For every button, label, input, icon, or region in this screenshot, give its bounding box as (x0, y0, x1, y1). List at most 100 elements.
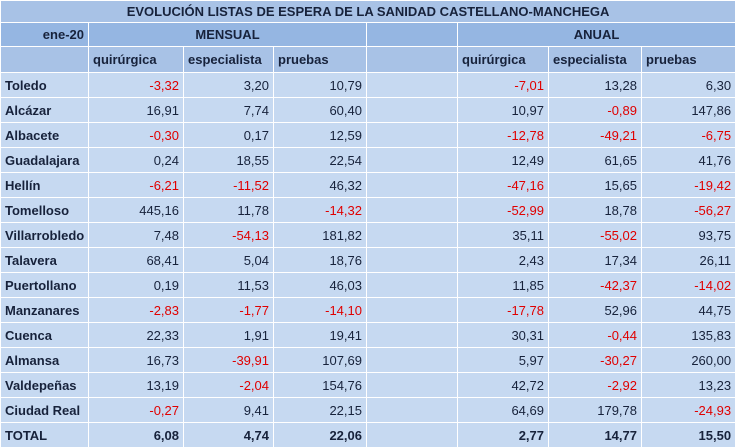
row-name: Almansa (1, 348, 89, 373)
title-row: EVOLUCIÓN LISTAS DE ESPERA DE LA SANIDAD… (1, 1, 735, 23)
row-name: Albacete (1, 123, 89, 148)
empty-cell (367, 148, 458, 173)
anual-value: -56,27 (642, 198, 735, 223)
anual-header: ANUAL (458, 23, 735, 47)
mensual-value: -3,32 (89, 73, 184, 98)
mensual-value: -11,52 (184, 173, 274, 198)
row-name: Guadalajara (1, 148, 89, 173)
anual-value: 13,23 (642, 373, 735, 398)
empty-cell (367, 98, 458, 123)
anual-value: 30,31 (458, 323, 549, 348)
mensual-value: 68,41 (89, 248, 184, 273)
row-name: Villarrobledo (1, 223, 89, 248)
empty-cell (367, 223, 458, 248)
mensual-value: -14,32 (274, 198, 367, 223)
anual-value: 14,77 (549, 423, 642, 448)
mensual-value: 7,74 (184, 98, 274, 123)
anual-value: 11,85 (458, 273, 549, 298)
anual-value: -12,78 (458, 123, 549, 148)
anual-value: -24,93 (642, 398, 735, 423)
mensual-value: 5,04 (184, 248, 274, 273)
row-name: Talavera (1, 248, 89, 273)
anual-value: -47,16 (458, 173, 549, 198)
anual-value: 13,28 (549, 73, 642, 98)
mensual-value: 1,91 (184, 323, 274, 348)
anual-value: 44,75 (642, 298, 735, 323)
empty-cell (367, 298, 458, 323)
anual-value: -2,92 (549, 373, 642, 398)
title: EVOLUCIÓN LISTAS DE ESPERA DE LA SANIDAD… (1, 1, 735, 23)
anual-value: 10,97 (458, 98, 549, 123)
anual-value: -0,89 (549, 98, 642, 123)
mensual-value: 18,76 (274, 248, 367, 273)
anual-value: -17,78 (458, 298, 549, 323)
row-name: Manzanares (1, 298, 89, 323)
anual-value: 61,65 (549, 148, 642, 173)
empty-cell (1, 47, 89, 73)
header-row: ene-20 MENSUAL ANUAL (1, 23, 735, 47)
column-header: quirúrgica (89, 47, 184, 73)
empty-cell (367, 23, 458, 47)
anual-value: 26,11 (642, 248, 735, 273)
mensual-value: 16,73 (89, 348, 184, 373)
row-name: Toledo (1, 73, 89, 98)
empty-cell (367, 198, 458, 223)
empty-cell (367, 273, 458, 298)
anual-value: -30,27 (549, 348, 642, 373)
mensual-value: 46,03 (274, 273, 367, 298)
column-header: especialista (184, 47, 274, 73)
mensual-value: -0,30 (89, 123, 184, 148)
anual-value: 52,96 (549, 298, 642, 323)
mensual-value: 22,06 (274, 423, 367, 448)
row-name: Puertollano (1, 273, 89, 298)
anual-value: 6,30 (642, 73, 735, 98)
mensual-value: 16,91 (89, 98, 184, 123)
mensual-value: 11,53 (184, 273, 274, 298)
mensual-value: 7,48 (89, 223, 184, 248)
mensual-value: -2,04 (184, 373, 274, 398)
mensual-value: 19,41 (274, 323, 367, 348)
anual-value: 17,34 (549, 248, 642, 273)
empty-cell (367, 123, 458, 148)
mensual-value: 0,17 (184, 123, 274, 148)
mensual-value: 4,74 (184, 423, 274, 448)
column-header: pruebas (642, 47, 735, 73)
column-header: especialista (549, 47, 642, 73)
mensual-value: -1,77 (184, 298, 274, 323)
mensual-value: 6,08 (89, 423, 184, 448)
mensual-value: 12,59 (274, 123, 367, 148)
mensual-value: 0,24 (89, 148, 184, 173)
row-name: Cuenca (1, 323, 89, 348)
anual-value: -49,21 (549, 123, 642, 148)
empty-cell (367, 173, 458, 198)
empty-cell (367, 348, 458, 373)
period: ene-20 (1, 23, 89, 47)
mensual-value: -6,21 (89, 173, 184, 198)
anual-value: 42,72 (458, 373, 549, 398)
anual-value: 15,65 (549, 173, 642, 198)
empty-cell (367, 323, 458, 348)
row-name: TOTAL (1, 423, 89, 448)
empty-cell (367, 373, 458, 398)
anual-value: -52,99 (458, 198, 549, 223)
anual-value: 2,43 (458, 248, 549, 273)
mensual-value: 60,40 (274, 98, 367, 123)
row-name: Tomelloso (1, 198, 89, 223)
row-name: Valdepeñas (1, 373, 89, 398)
empty-cell (367, 248, 458, 273)
mensual-value: 107,69 (274, 348, 367, 373)
mensual-value: 154,76 (274, 373, 367, 398)
anual-value: 64,69 (458, 398, 549, 423)
